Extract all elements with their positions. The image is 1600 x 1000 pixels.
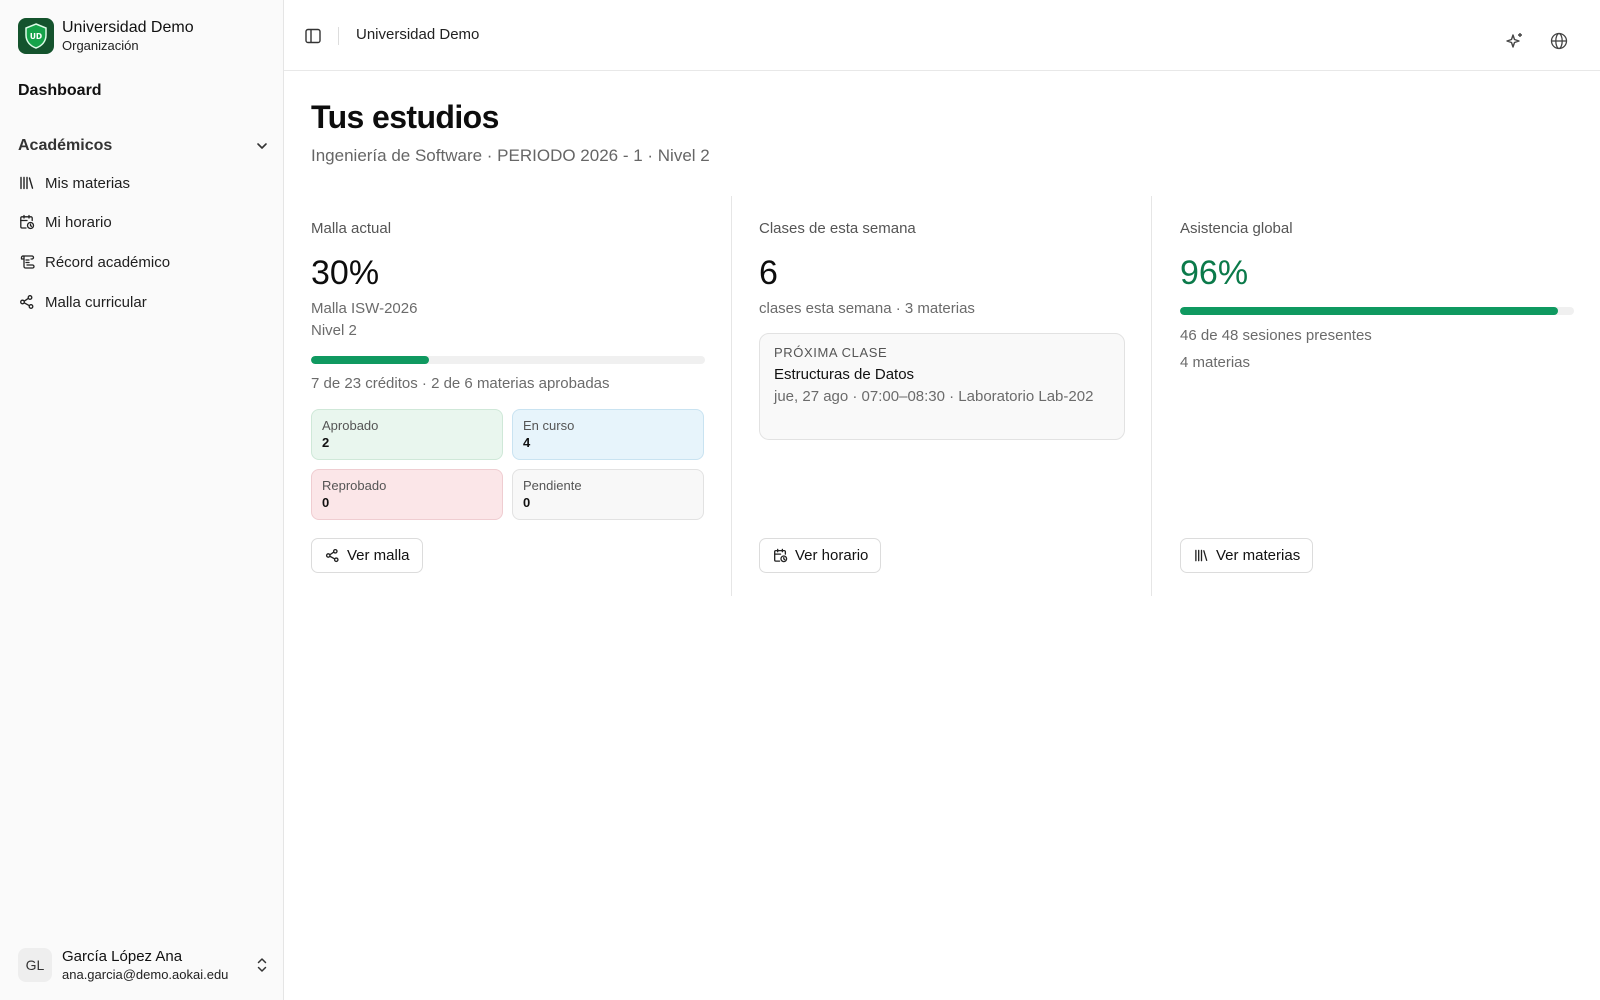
header-title: Universidad Demo <box>356 26 480 43</box>
card-label: Clases de esta semana <box>759 220 916 237</box>
sidebar-toggle-button[interactable] <box>304 27 324 47</box>
status-label: Pendiente <box>523 478 582 493</box>
calendar-clock-icon <box>18 213 36 231</box>
section-title: Académicos <box>18 137 113 154</box>
chevron-down-icon <box>257 143 267 149</box>
button-label: Ver materias <box>1216 547 1301 564</box>
clases-count: 6 <box>759 254 778 292</box>
status-en-curso: En curso 4 <box>512 409 704 460</box>
avatar: GL <box>18 948 52 982</box>
card-label: Asistencia global <box>1180 220 1293 237</box>
sidebar-item-malla-curricular[interactable]: Malla curricular <box>18 288 270 316</box>
column-divider <box>1151 196 1152 596</box>
status-pendiente: Pendiente 0 <box>512 469 704 520</box>
org-logo-text: UD <box>30 32 42 41</box>
sidebar-item-dashboard[interactable]: Dashboard <box>18 82 102 99</box>
next-class-name: Estructuras de Datos <box>774 366 915 383</box>
next-class-card: PRÓXIMA CLASE Estructuras de Datos jue, … <box>759 333 1125 440</box>
section-academicos-toggle[interactable]: Académicos <box>18 135 270 157</box>
clases-summary: clases esta semana · 3 materias <box>759 300 975 317</box>
chevrons-up-down-icon <box>257 958 267 972</box>
ver-malla-button[interactable]: Ver malla <box>311 538 423 573</box>
sidebar-item-mi-horario[interactable]: Mi horario <box>18 208 270 236</box>
page-title: Tus estudios <box>311 99 499 135</box>
malla-summary: 7 de 23 créditos · 2 de 6 materias aprob… <box>311 375 610 392</box>
org-subtitle: Organización <box>62 37 139 53</box>
user-menu[interactable]: GL García López Ana ana.garcia@demo.aoka… <box>18 944 270 986</box>
ai-assistant-button[interactable] <box>1504 30 1526 52</box>
ver-horario-button[interactable]: Ver horario <box>759 538 882 573</box>
sidebar-item-record-academico[interactable]: Récord académico <box>18 248 270 276</box>
status-label: Reprobado <box>322 478 387 493</box>
scroll-icon <box>18 253 36 271</box>
sidebar-item-label: Mis materias <box>45 174 131 192</box>
column-divider <box>731 196 732 596</box>
status-reprobado: Reprobado 0 <box>311 469 503 520</box>
card-asistencia-global: Asistencia global 96% 46 de 48 sesiones … <box>1180 196 1574 596</box>
asistencia-percent: 96% <box>1180 254 1249 292</box>
sidebar-item-mis-materias[interactable]: Mis materias <box>18 169 270 197</box>
asistencia-subjects: 4 materias <box>1180 354 1251 371</box>
network-icon <box>18 293 36 311</box>
asistencia-sessions: 46 de 48 sesiones presentes <box>1180 327 1372 344</box>
malla-progress-bar <box>311 356 705 364</box>
malla-progress-fill <box>311 356 430 364</box>
status-label: Aprobado <box>322 418 379 433</box>
globe-icon <box>1550 32 1568 50</box>
card-clases-semana: Clases de esta semana 6 clases esta sema… <box>759 196 1153 596</box>
card-label: Malla actual <box>311 220 392 237</box>
network-icon <box>324 548 340 564</box>
language-button[interactable] <box>1548 30 1570 52</box>
malla-percent: 30% <box>311 254 380 292</box>
sidebar-item-label: Récord académico <box>45 253 171 271</box>
page-subtitle: Ingeniería de Software · PERIODO 2026 - … <box>311 146 710 165</box>
status-aprobado: Aprobado 2 <box>311 409 503 460</box>
library-icon <box>18 174 36 192</box>
header-divider <box>338 27 339 45</box>
sparkles-icon <box>1506 33 1522 48</box>
top-header: Universidad Demo <box>284 0 1600 71</box>
panel-left-icon <box>305 28 321 44</box>
sidebar-item-label: Mi horario <box>45 213 112 231</box>
status-label: En curso <box>523 418 575 433</box>
status-value: 0 <box>523 495 531 510</box>
sidebar-item-label: Malla curricular <box>45 293 147 311</box>
malla-level: Nivel 2 <box>311 322 357 339</box>
ver-materias-button[interactable]: Ver materias <box>1180 538 1314 573</box>
org-name: Universidad Demo <box>62 18 194 36</box>
shield-logo-icon: UD <box>25 23 47 49</box>
user-email: ana.garcia@demo.aokai.edu <box>62 966 229 982</box>
asistencia-progress-bar <box>1180 307 1574 315</box>
status-value: 0 <box>322 495 330 510</box>
org-switcher[interactable]: UD Universidad Demo Organización <box>18 18 194 54</box>
library-icon <box>1193 548 1209 564</box>
status-value: 4 <box>523 435 531 450</box>
next-class-detail: jue, 27 ago · 07:00–08:30 · Laboratorio … <box>774 388 1094 405</box>
malla-plan: Malla ISW-2026 <box>311 300 418 317</box>
user-name: García López Ana <box>62 947 183 965</box>
next-class-kicker: PRÓXIMA CLASE <box>774 345 888 360</box>
org-logo: UD <box>18 18 54 54</box>
button-label: Ver horario <box>795 547 869 564</box>
card-malla-actual: Malla actual 30% Malla ISW-2026 Nivel 2 … <box>311 196 705 596</box>
button-label: Ver malla <box>347 547 410 564</box>
calendar-clock-icon <box>772 548 788 564</box>
sidebar: UD Universidad Demo Organización Dashboa… <box>0 0 284 1000</box>
status-value: 2 <box>322 435 330 450</box>
asistencia-progress-fill <box>1180 307 1559 315</box>
